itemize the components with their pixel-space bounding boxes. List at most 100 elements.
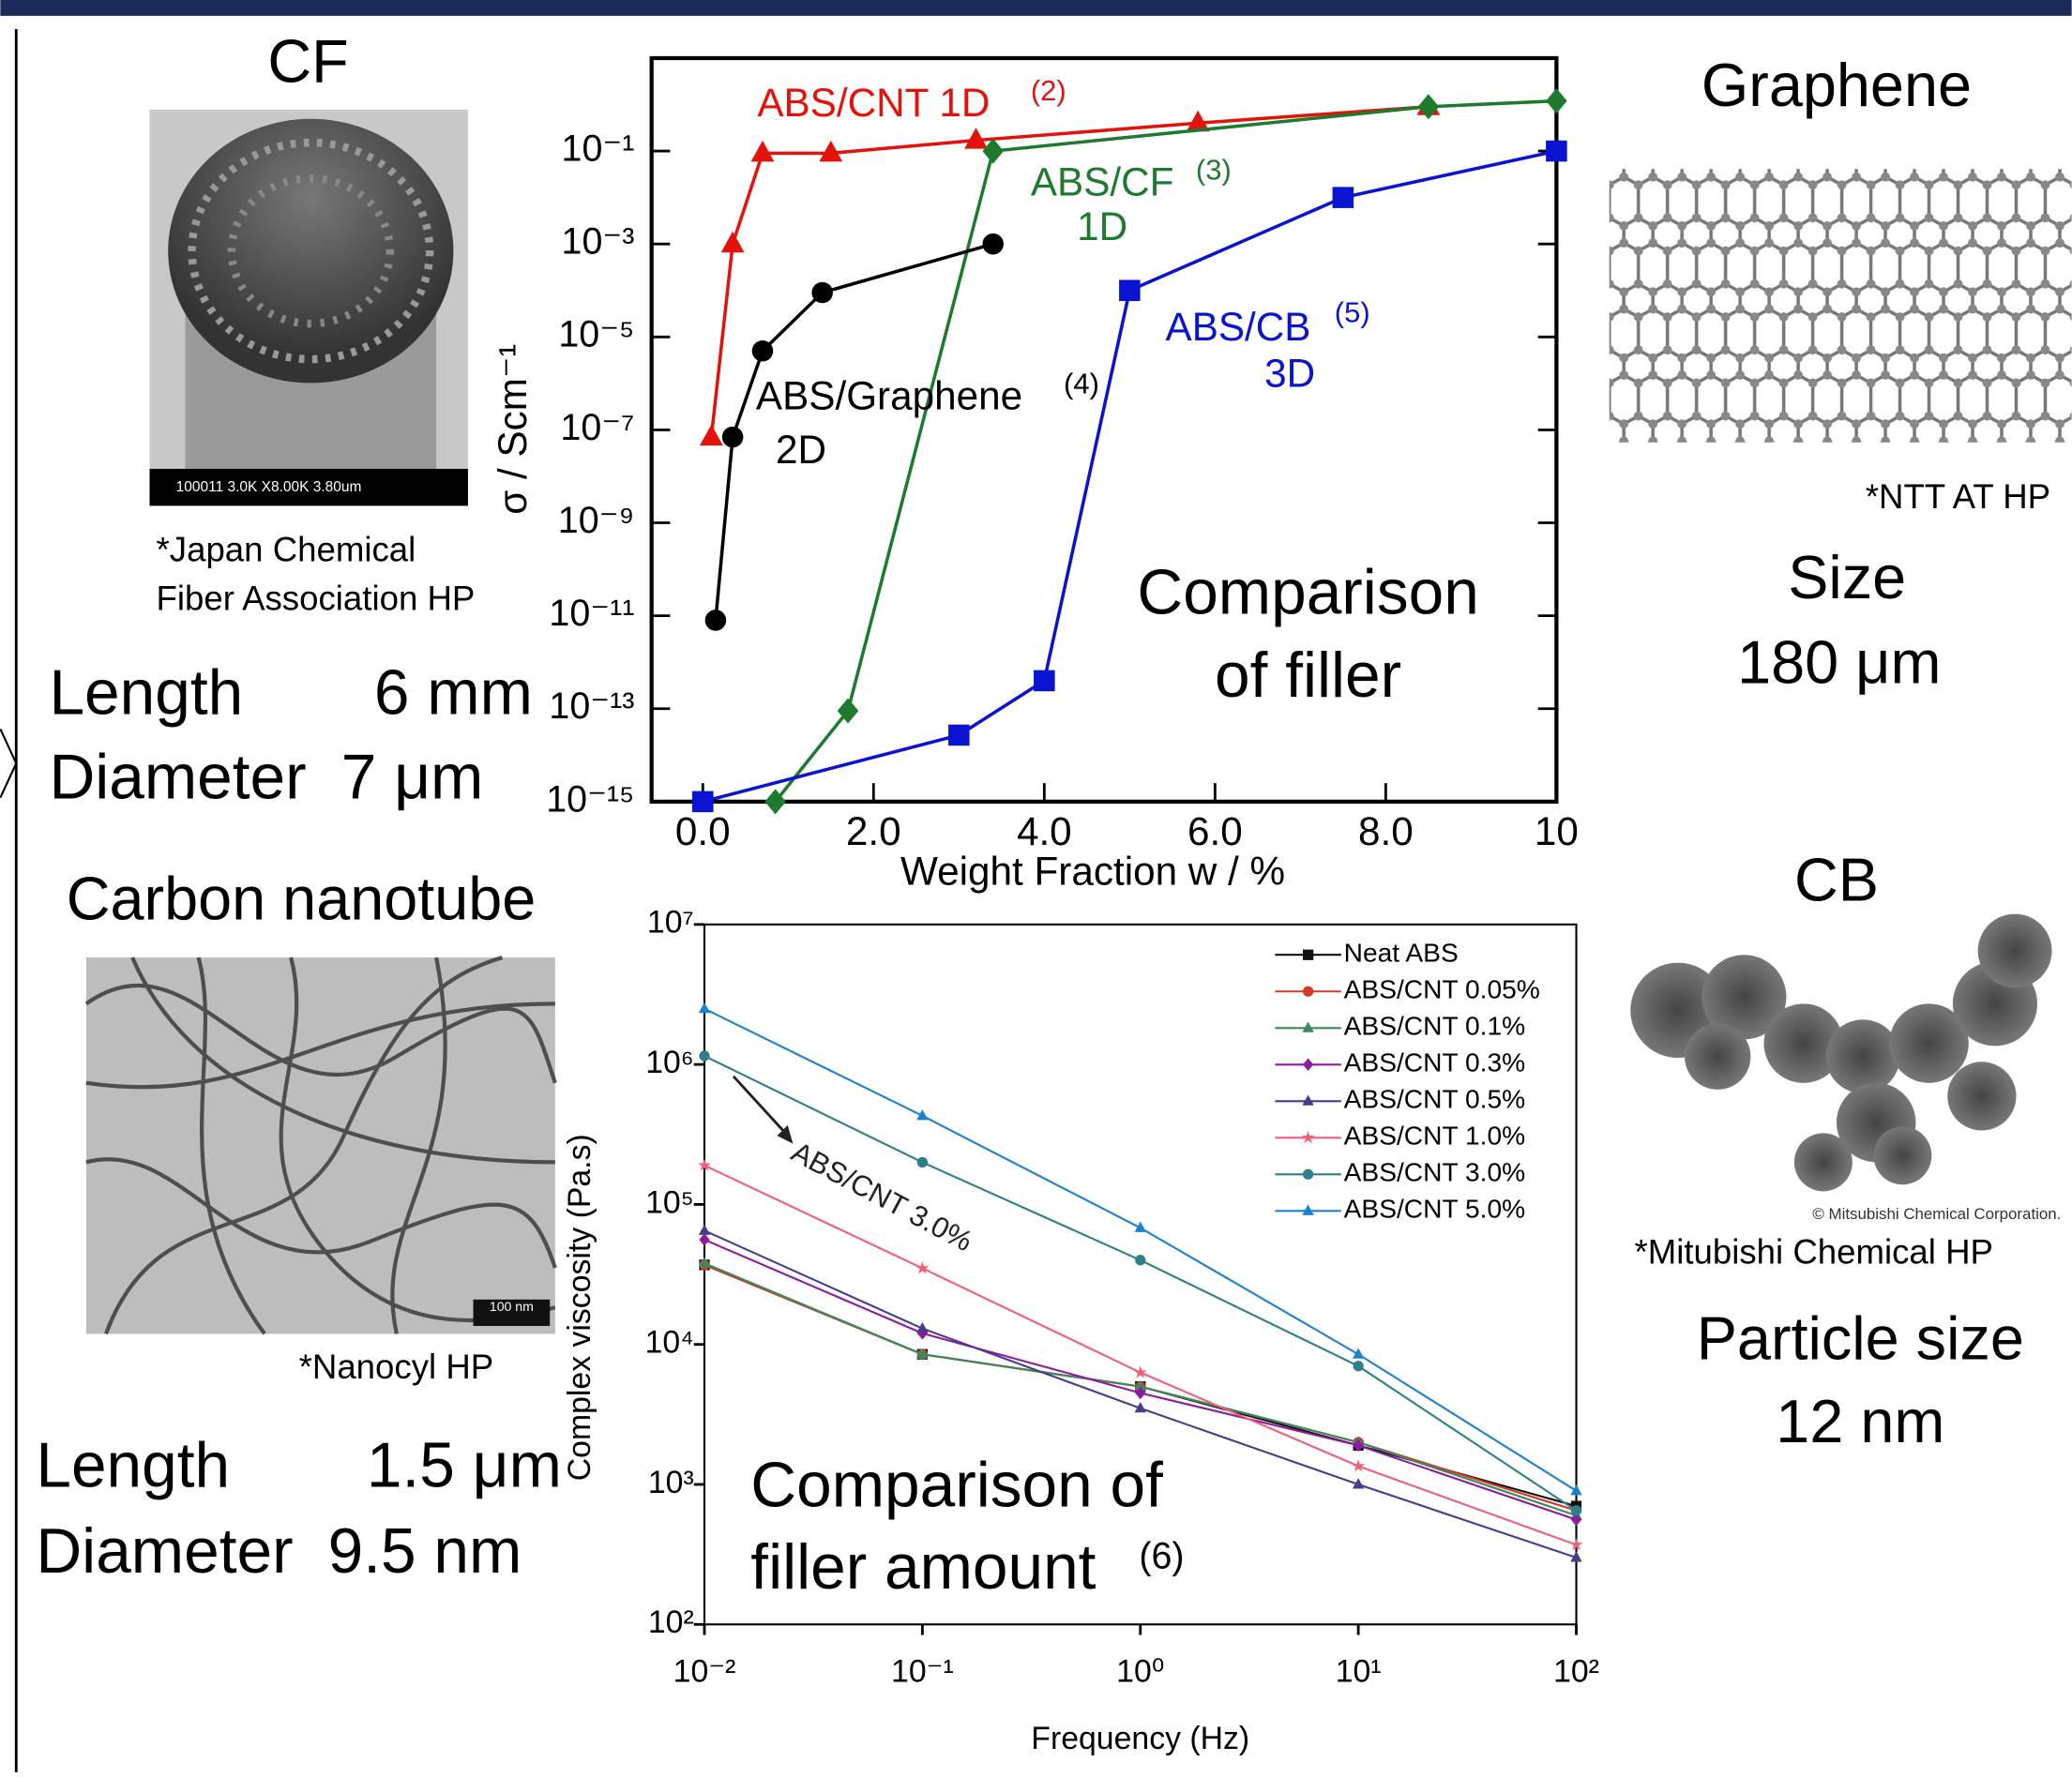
legend-label: ABS/CNT 0.05%	[1344, 975, 1540, 1004]
y-tick-label: 10²	[648, 1604, 694, 1640]
y-axis-label: Complex viscosity (Pa.s)	[562, 1134, 597, 1481]
marker	[982, 233, 1004, 255]
spec-value: 7 μm	[341, 743, 484, 813]
annotation: 2D	[776, 428, 826, 472]
cb-image	[1630, 914, 2051, 1192]
marker	[1303, 1169, 1313, 1180]
x-tick-label: 10⁻²	[673, 1653, 736, 1689]
marker	[1570, 1484, 1581, 1495]
legend-label: ABS/CNT 0.1%	[1344, 1012, 1526, 1041]
annotation: ABS/CB	[1166, 305, 1311, 349]
annotation: ABS/Graphene	[756, 373, 1022, 417]
marker	[722, 427, 744, 448]
y-tick-label: 10³	[648, 1465, 694, 1500]
credit: *Mitubishi Chemical HP	[1634, 1233, 1993, 1272]
credit: *NTT AT HP	[1866, 477, 2050, 516]
spec-label: Diameter	[49, 743, 306, 813]
marker	[915, 1261, 929, 1273]
marker	[721, 232, 745, 253]
panel-title: Graphene	[1701, 51, 1972, 119]
marker	[1034, 670, 1055, 692]
y-tick-label: 10⁻⁹	[558, 500, 635, 541]
series-line	[704, 1009, 1577, 1491]
marker	[1302, 1021, 1313, 1032]
annotation: Comparison	[1137, 557, 1478, 627]
marker	[692, 791, 714, 813]
marker	[700, 425, 723, 446]
annotation-arrow	[734, 1077, 791, 1138]
credit: *Japan Chemical	[157, 530, 416, 568]
image-caption: 100011 3.0K X8.00K 3.80um	[176, 479, 362, 495]
y-tick-label: 10⁻¹¹	[549, 593, 634, 634]
marker	[1302, 1205, 1313, 1215]
legend-label: ABS/CNT 1.0%	[1344, 1122, 1526, 1151]
marker	[751, 141, 775, 162]
y-tick-label: 10⁻¹⁵	[546, 778, 634, 820]
marker	[699, 1050, 709, 1061]
annotation: ABS/CF	[1031, 159, 1174, 203]
annotation: 3D	[1264, 352, 1315, 396]
marker	[699, 1225, 710, 1235]
marker	[1352, 1459, 1365, 1471]
marker	[1303, 950, 1313, 960]
marker	[1418, 94, 1440, 119]
copyright: © Mitsubishi Chemical Corporation.	[1812, 1205, 2061, 1223]
x-tick-label: 2.0	[846, 809, 901, 853]
scale-bar-label: 100 nm	[490, 1299, 534, 1314]
x-tick-label: 0.0	[675, 809, 731, 853]
y-tick-label: 10⁷	[647, 905, 694, 941]
y-tick-label: 10⁻³	[562, 221, 635, 263]
x-axis-label: Weight Fraction w / %	[900, 849, 1285, 893]
marker	[1333, 187, 1354, 208]
marker	[1354, 1361, 1364, 1371]
marker	[1119, 279, 1141, 301]
marker	[1571, 1505, 1581, 1515]
graphene-lattice	[1610, 169, 2072, 443]
legend-label: Neat ABS	[1344, 939, 1459, 968]
y-tick-label: 10⁻⁷	[560, 407, 634, 448]
marker	[1546, 88, 1567, 113]
annotation: 1D	[1077, 204, 1127, 248]
credit: *Nanocyl HP	[299, 1348, 494, 1386]
y-axis-label: σ / Scm⁻¹	[491, 344, 535, 515]
x-tick-label: 10⁻¹	[891, 1653, 954, 1689]
y-tick-label: 10⁶	[645, 1045, 694, 1080]
series-line	[776, 101, 1557, 802]
x-tick-label: 10¹	[1336, 1653, 1382, 1689]
marker	[752, 340, 774, 362]
annotation-ref: (5)	[1335, 295, 1370, 328]
top-banner	[0, 0, 2071, 16]
x-tick-label: 6.0	[1187, 809, 1243, 853]
marker	[1303, 986, 1313, 997]
marker	[1303, 1059, 1313, 1072]
panel-title: CF	[267, 27, 348, 96]
legend-label: ABS/CNT 3.0%	[1344, 1158, 1526, 1187]
x-axis-label: Frequency (Hz)	[1031, 1721, 1249, 1756]
spec-value: 180 μm	[1737, 627, 1941, 696]
x-tick-label: 10	[1535, 809, 1579, 853]
arrow-decor	[0, 729, 16, 797]
spec-value: 6 mm	[374, 657, 533, 728]
legend-label: ABS/CNT 5.0%	[1344, 1195, 1526, 1224]
annotation: ABS/CNT 3.0%	[786, 1136, 977, 1258]
marker	[1302, 1095, 1313, 1106]
marker	[1134, 1365, 1147, 1378]
series-line	[716, 244, 993, 620]
annotation-ref: (6)	[1139, 1535, 1184, 1576]
marker	[982, 139, 1004, 164]
y-tick-label: 10⁴	[645, 1325, 694, 1361]
y-tick-label: 10⁻¹³	[549, 685, 634, 727]
marker	[699, 1233, 709, 1246]
annotation: filler amount	[750, 1532, 1096, 1603]
legend-label: ABS/CNT 0.3%	[1344, 1048, 1526, 1077]
marker	[917, 1157, 928, 1167]
tem-image	[86, 957, 555, 1333]
spec-label: Size	[1788, 543, 1906, 611]
marker	[705, 610, 727, 631]
annotation: Comparison of	[750, 1450, 1163, 1520]
spec-value: 12 nm	[1776, 1387, 1944, 1455]
spec-label: Length	[49, 657, 243, 728]
marker	[1546, 141, 1567, 162]
page: {"chart_data": [ {"type": "line", "log_y…	[0, 0, 2072, 1772]
series-line	[703, 151, 1556, 802]
